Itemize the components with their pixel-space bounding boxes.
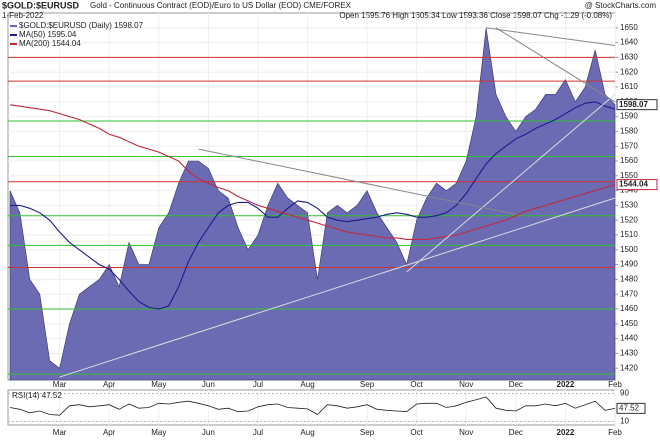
legend-entry: MA(200) 1544.04 bbox=[19, 39, 81, 48]
rsi-value-label: 47.52 bbox=[619, 403, 640, 412]
y-tick-label: 1610 bbox=[620, 82, 638, 91]
value-box bbox=[616, 99, 658, 111]
x-tick-label: Mar bbox=[53, 380, 67, 389]
trendline bbox=[406, 94, 616, 273]
x-tick-label: Sep bbox=[360, 380, 375, 389]
x-tick-label-rsi: Feb bbox=[608, 428, 622, 437]
y-tick-label: 1550 bbox=[620, 171, 638, 180]
x-tick-label: Feb bbox=[608, 380, 622, 389]
x-tick-label-rsi: Oct bbox=[410, 428, 423, 437]
quote: Open 1595.76 High 1605.34 Low 1593.36 Cl… bbox=[339, 11, 612, 20]
price-area bbox=[9, 27, 616, 381]
x-tick-label-rsi: Jun bbox=[202, 428, 215, 437]
x-tick-label-rsi: Aug bbox=[300, 428, 314, 437]
x-tick-label: Jun bbox=[202, 380, 215, 389]
y-tick-label: 1440 bbox=[620, 334, 638, 343]
y-tick-label: 1530 bbox=[620, 200, 638, 209]
rsi-legend: RSI(14) 47.52 bbox=[12, 391, 62, 400]
y-tick-label: 1430 bbox=[620, 348, 638, 357]
x-tick-label: Jul bbox=[253, 380, 263, 389]
chart-title: $GOLD:$EURUSD bbox=[2, 0, 80, 10]
y-tick-label: 1520 bbox=[620, 215, 638, 224]
x-tick-label-rsi: Apr bbox=[103, 428, 116, 437]
rsi-value-box bbox=[616, 402, 646, 414]
x-tick-label: Apr bbox=[103, 380, 116, 389]
trendline bbox=[485, 27, 616, 47]
value-label: 1598.07 bbox=[619, 100, 648, 109]
x-tick-label: Dec bbox=[509, 380, 523, 389]
trendline bbox=[59, 197, 616, 378]
trendline bbox=[495, 27, 616, 103]
x-tick-label-rsi: Sep bbox=[360, 428, 375, 437]
x-tick-label: 2022 bbox=[557, 380, 575, 389]
y-tick-label: 1490 bbox=[620, 260, 638, 269]
y-tick-label: 1590 bbox=[620, 112, 638, 121]
x-tick-label-rsi: Nov bbox=[459, 428, 473, 437]
x-tick-label: Aug bbox=[300, 380, 314, 389]
y-tick-label: 1630 bbox=[620, 53, 638, 62]
x-tick-label-rsi: 2022 bbox=[557, 428, 575, 437]
rsi-panel bbox=[7, 389, 616, 426]
source: @ StockCharts.com bbox=[585, 1, 657, 10]
x-tick-label-rsi: Dec bbox=[509, 428, 523, 437]
y-tick-label: 1420 bbox=[620, 363, 638, 372]
y-tick-label: 1480 bbox=[620, 274, 638, 283]
y-tick-label: 1650 bbox=[620, 23, 638, 32]
rsi-line bbox=[9, 396, 616, 416]
value-label: 1544.04 bbox=[619, 180, 648, 189]
rsi-tick-label: 90 bbox=[620, 389, 629, 398]
trendline bbox=[198, 148, 516, 215]
date: 1-Feb-2022 bbox=[2, 11, 44, 20]
y-tick-label: 1580 bbox=[620, 126, 638, 135]
x-tick-label: Oct bbox=[410, 380, 423, 389]
y-tick-label: 1470 bbox=[620, 289, 638, 298]
y-tick-label: 1640 bbox=[620, 38, 638, 47]
rsi-tick-label: 10 bbox=[620, 417, 629, 426]
y-tick-label: 1450 bbox=[620, 319, 638, 328]
chart-subtitle: Gold - Continuous Contract (EOD)/Euro to… bbox=[90, 1, 352, 10]
x-tick-label-rsi: Jul bbox=[253, 428, 263, 437]
legend-entry: $GOLD:$EURUSD (Daily) 1598.07 bbox=[19, 21, 144, 30]
y-tick-label: 1500 bbox=[620, 245, 638, 254]
y-tick-label: 1460 bbox=[620, 304, 638, 313]
ma-line bbox=[10, 101, 616, 310]
x-tick-label: Nov bbox=[459, 380, 473, 389]
x-tick-label-rsi: Mar bbox=[53, 428, 67, 437]
y-tick-label: 1570 bbox=[620, 141, 638, 150]
x-tick-label-rsi: May bbox=[151, 428, 166, 437]
ma-line bbox=[9, 104, 616, 240]
legend-entry: MA(50) 1595.04 bbox=[19, 30, 77, 39]
x-tick-label: May bbox=[151, 380, 166, 389]
y-tick-label: 1560 bbox=[620, 156, 638, 165]
value-box bbox=[616, 179, 658, 191]
y-tick-label: 1510 bbox=[620, 230, 638, 239]
y-tick-label: 1620 bbox=[620, 67, 638, 76]
y-tick-label: 1540 bbox=[620, 186, 638, 195]
